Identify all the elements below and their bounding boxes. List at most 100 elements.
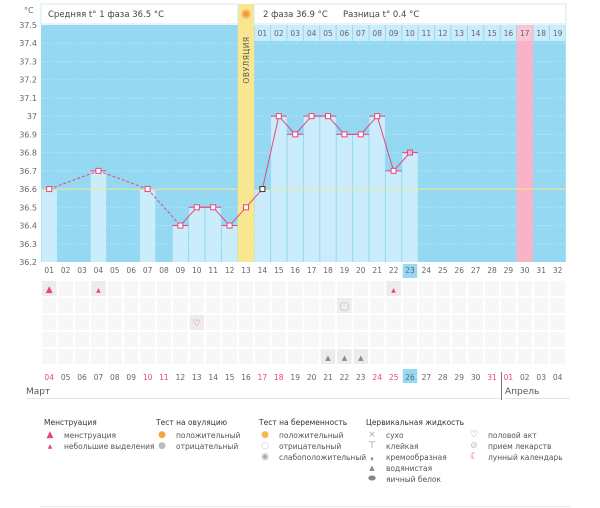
symptom-cell [238,332,254,347]
legend-label: половой акт [488,431,537,440]
symptom-cell [124,298,139,313]
phase2-day-label: 13 [454,29,464,38]
heart-icon: ♡ [469,430,479,440]
y-tick-label: 36.2 [19,258,37,267]
x-tick-label: 03 [77,266,87,275]
calendar-date: 16 [241,373,251,382]
symptom-cell [353,281,368,296]
phase2-day-cell [336,25,353,41]
symptom-cell [271,349,286,364]
symptom-cell [156,349,172,364]
calendar-date: 07 [94,373,104,382]
symptom-cell [74,281,90,296]
ovulation-label: ОВУЛЯЦИЯ [242,36,251,83]
legend-title: Тест на овуляцию [156,418,228,427]
legend-menstruation: Менструация ▲ менструация ▲ небольшие выде… [44,418,155,452]
symptom-cell [534,281,549,296]
legend-label: небольшие выделения [64,442,155,451]
legend-label: водянистая [386,464,433,473]
symptom-cell [435,349,450,364]
symptom-cell [419,332,434,347]
symptom-cell [337,281,352,296]
legend-label: положительный [279,431,344,440]
symptom-cell [534,315,549,330]
symptom-cell [42,315,57,330]
symptom-cell [222,349,237,364]
x-tick-label: 15 [274,266,284,275]
legend-label: кремообразная [386,453,447,462]
temperature-point [226,222,233,229]
phase2-day-cell [320,25,336,41]
symptom-cell [386,332,401,347]
symptom-cell [370,298,385,313]
symptom-cell-filled [386,281,401,296]
temperature-point [292,131,299,138]
symptom-cell [58,315,73,330]
y-tick-label: 37.4 [19,39,37,48]
temperature-line-segment [212,206,230,226]
symptom-cell [320,281,336,296]
symptom-cell [386,349,401,364]
temperature-point [95,167,102,174]
symptom-cell [435,315,450,330]
pregnancy-negative-icon: ◯ [339,302,349,312]
x-tick-label: 22 [389,266,399,275]
symptom-cell [271,332,286,347]
phase2-day-label: 18 [536,29,546,38]
calendar-date: 23 [356,373,366,382]
expected-period-column [516,25,533,262]
symptom-cell [288,315,303,330]
temperature-line-segment [360,115,378,135]
phase2-day-label: 01 [258,29,268,38]
phase2-day-cell [517,25,533,41]
legend-label: положительный [176,431,241,440]
temperature-line-segment [147,188,181,226]
phase2-day-cell [418,25,435,41]
symptom-cell [501,281,516,296]
symptom-cell [419,315,434,330]
x-tick-label: 04 [94,266,104,275]
symptom-cell-filled [353,349,368,364]
legend-item: ○ отрицательный [259,441,366,452]
symptom-cell [238,281,254,296]
symptom-cell [452,298,467,313]
phase2-day-cell [287,25,303,41]
ovulation-sun-icon [241,9,251,19]
today-highlight [402,264,418,278]
phase2-day-cell [353,25,369,41]
symptom-cell [484,349,500,364]
temperature-line-segment [229,206,247,226]
symptom-cell [468,349,483,364]
temperature-bar [221,225,238,262]
plot-background [41,25,566,262]
calendar-date: 21 [323,373,333,382]
symptom-cell [255,315,270,330]
symptom-cell [386,298,401,313]
legend-label: яичный белок [386,475,442,484]
symptom-cell [271,298,286,313]
symptom-cell [206,349,221,364]
spotting-icon: ▲ [391,287,396,294]
x-tick-label: 21 [372,266,382,275]
phase2-day-cell [385,25,402,41]
symptom-cell [435,332,450,347]
symptom-cell [74,298,90,313]
y-tick-label: 36.7 [19,167,37,176]
legend-item: ▲ менструация [44,430,155,441]
x-tick-label: 29 [504,266,514,275]
symptom-cell [288,281,303,296]
temperature-line-segment [376,116,395,171]
x-tick-label: 13 [241,266,251,275]
symptom-cell [238,315,254,330]
symptom-cell [238,349,254,364]
dry-cross-icon: × [368,430,376,440]
symptom-cell [517,315,532,330]
phase2-day-cell [484,25,500,41]
legend-label: прием лекарств [488,442,552,451]
temperature-bar [90,170,107,262]
symptom-cell [370,315,385,330]
temperature-point [210,204,217,211]
legend-title: Тест на беременность [259,418,348,427]
phase2-day-label: 08 [372,29,382,38]
symptom-cell [107,315,122,330]
